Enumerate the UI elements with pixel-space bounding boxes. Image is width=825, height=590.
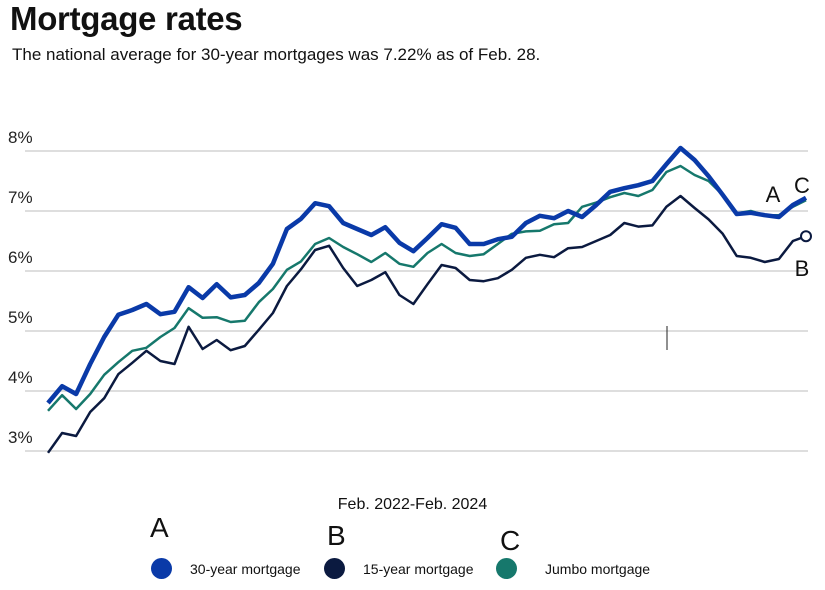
legend-dot-icon — [496, 558, 517, 579]
page-title: Mortgage rates — [10, 0, 243, 37]
series-line-c — [47, 164, 807, 412]
legend-dot-icon — [151, 558, 172, 579]
legend-label: 30-year mortgage — [190, 560, 301, 577]
x-axis-label: Feb. 2022-Feb. 2024 — [337, 496, 488, 513]
legend-item-jumbo: Jumbo mortgage — [496, 558, 650, 579]
legend-item-15-year: 15-year mortgage — [324, 558, 474, 579]
legend-item-30-year: 30-year mortgage — [151, 558, 301, 579]
page-subtitle: The national average for 30-year mortgag… — [12, 45, 541, 64]
legend-label: 15-year mortgage — [363, 560, 474, 577]
series-letter-label: C — [794, 173, 810, 198]
legend-letter-b: B — [327, 520, 346, 551]
series-line-b — [46, 194, 807, 454]
series-end-marker — [800, 230, 812, 243]
series-line-a — [46, 145, 808, 405]
y-tick-label: 8% — [8, 128, 33, 147]
legend-letter-a: A — [150, 512, 169, 543]
y-tick-label: 4% — [8, 368, 33, 387]
series-letter-label: B — [795, 256, 810, 281]
legend-label: Jumbo mortgage — [545, 560, 651, 577]
y-tick-label: 6% — [8, 248, 33, 267]
legend-letter-c: C — [500, 525, 521, 556]
y-tick-label: 5% — [8, 308, 33, 327]
legend-dot-icon — [324, 558, 345, 579]
y-tick-label: 7% — [8, 188, 33, 207]
y-tick-label: 3% — [8, 428, 33, 447]
series-letter-label: A — [766, 182, 781, 207]
